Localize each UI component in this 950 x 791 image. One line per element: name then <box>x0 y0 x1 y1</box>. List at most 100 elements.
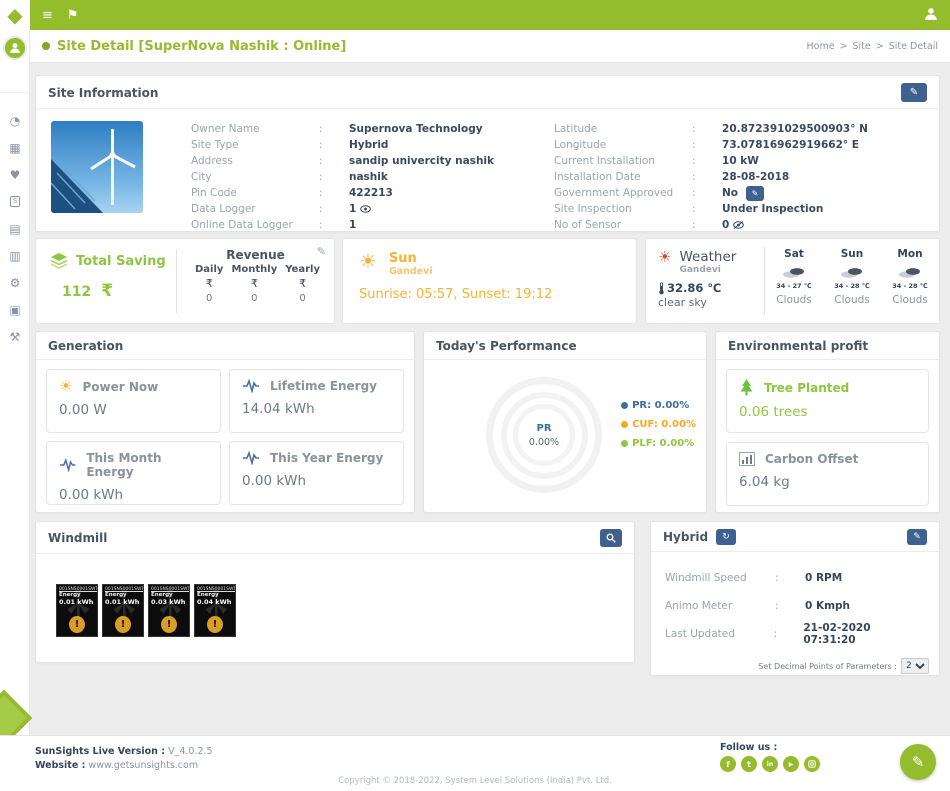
brush-icon: ✎ <box>911 753 925 771</box>
info-row: Owner Name: Supernova Technology <box>191 123 483 135</box>
edit-site-button[interactable]: ✎ <box>901 83 927 102</box>
lifetime-energy-value: 14.04 kWh <box>242 401 315 417</box>
warning-icon: ! <box>69 616 85 633</box>
hybrid-panel: Hybrid ↻ ✎ Windmill Speed:0 RPM Animo Me… <box>650 521 940 676</box>
carbon-offset-value: 6.04 kg <box>739 474 790 490</box>
page-header: Site Detail [SuperNova Nashik : Online] … <box>30 30 950 63</box>
sunrise-sunset-times: Sunrise: 05:57, Sunset: 19:12 <box>359 287 553 302</box>
search-icon <box>606 533 616 543</box>
sun-card: ☀ Sun Gandevi Sunrise: 05:57, Sunset: 19… <box>342 238 637 324</box>
eye-icon[interactable] <box>360 205 372 213</box>
sidebar-item-badge[interactable]: ▣ <box>0 296 30 323</box>
info-row: No of Sensor: 0 <box>554 217 868 233</box>
archive-icon: ▤ <box>9 221 21 236</box>
rupee-icon: ₹ <box>299 277 307 290</box>
sidebar-item-tools[interactable]: ⚒ <box>0 323 30 350</box>
forecast: Sat 34 - 27 ℃ Clouds Sun 34 - 28 ℃ Cloud… <box>765 239 939 323</box>
tools-icon: ⚒ <box>9 329 21 344</box>
windmill-card[interactable]: 001SNS0001SWT01B Energy 0.01 kWh ! <box>102 584 144 637</box>
page-title: Site Detail [SuperNova Nashik : Online] <box>42 39 346 54</box>
windmill-id[interactable]: 001SNS0001SWT01D <box>197 587 236 592</box>
main-content: Site Information ✎ <box>30 63 950 735</box>
energy-value: 0.01 kWh <box>59 598 94 606</box>
info-row: Latitude:20.872391029500903° N <box>554 123 868 135</box>
breadcrumb-home[interactable]: Home <box>806 41 835 52</box>
copyright-text: Copyright © 2018-2022, System Level Solu… <box>338 776 612 786</box>
hybrid-title: Hybrid <box>663 530 709 544</box>
revenue-section: ✎ Revenue Daily ₹ 0 Monthly ₹ 0 Yearly <box>177 239 334 323</box>
thermometer-icon <box>659 281 664 294</box>
user-menu-icon[interactable] <box>924 7 938 21</box>
youtube-icon[interactable]: ▶ <box>783 756 799 772</box>
footer: SunSights Live Version : V_4.0.2.5 Websi… <box>0 735 950 791</box>
website-label: Website : <box>35 760 86 771</box>
sidebar-item-display[interactable]: S <box>0 188 30 215</box>
divider <box>764 247 765 315</box>
windmill-card[interactable]: 001SNS0001SWT01C Energy 0.03 kWh ! <box>148 584 190 637</box>
energy-value: 0.04 kWh <box>197 598 232 606</box>
brand-logo[interactable]: ◆ <box>0 0 30 30</box>
hamburger-menu-icon[interactable]: ≡ <box>42 7 53 23</box>
sun-title: Sun <box>388 251 417 266</box>
theme-customizer-button[interactable]: ✎ <box>900 744 936 780</box>
decimal-points-label: Set Decimal Points of Parameters : <box>758 661 897 671</box>
facebook-icon[interactable]: f <box>720 756 736 772</box>
windmill-card[interactable]: 001SNS0001SWT01D Energy 0.04 kWh ! <box>194 584 236 637</box>
dashboard-icon: ◔ <box>9 113 21 128</box>
revenue-daily: Daily ₹ 0 <box>195 264 224 304</box>
version-label: SunSights Live Version : <box>35 746 166 757</box>
gauge-label: PR <box>536 422 552 434</box>
sidebar-item-archive[interactable]: ▤ <box>0 215 30 242</box>
energy-label: Energy <box>151 592 173 598</box>
legend-pr: PR: 0.00% <box>621 400 696 411</box>
windmill-id[interactable]: 001SNS0001SWT01C <box>151 587 190 592</box>
cloud-icon <box>899 268 920 278</box>
flag-notification-icon[interactable]: ⚑ <box>66 7 79 23</box>
forecast-day: Mon 34 - 28 ℃ Clouds <box>892 248 928 306</box>
site-information-panel: Site Information ✎ <box>35 75 940 232</box>
sidebar-item-analytics[interactable]: ▥ <box>0 242 30 269</box>
total-saving-label: Total Saving <box>76 253 166 269</box>
site-information-title: Site Information <box>48 85 159 100</box>
analytics-icon: ▥ <box>9 248 21 263</box>
energy-label: Energy <box>105 592 127 598</box>
cloud-icon <box>841 268 862 278</box>
avatar[interactable] <box>3 36 27 60</box>
linkedin-icon[interactable]: in <box>762 756 778 772</box>
breadcrumb-site-detail[interactable]: Site Detail <box>888 41 938 52</box>
top-navbar: ◆ ≡ ⚑ <box>0 0 950 30</box>
warning-icon: ! <box>115 616 131 633</box>
warning-icon: ! <box>161 616 177 633</box>
energy-label: Energy <box>197 592 219 598</box>
sidebar-item-table[interactable]: ▦ <box>0 134 30 161</box>
table-icon: ▦ <box>9 140 21 155</box>
month-energy-card: This Month Energy 0.00 kWh <box>46 441 221 505</box>
sidebar-item-dashboard[interactable]: ◔ <box>0 107 30 134</box>
windmill-search-button[interactable] <box>600 529 622 547</box>
sun-icon: ☀ <box>59 377 73 395</box>
eye-slash-icon[interactable] <box>733 221 745 229</box>
sidebar-item-settings[interactable]: ⚙ <box>0 269 30 296</box>
edit-hybrid-button[interactable]: ✎ <box>907 529 927 545</box>
weather-sun-icon: ☀ <box>658 248 672 266</box>
site-photo[interactable] <box>51 121 143 213</box>
revenue-monthly: Monthly ₹ 0 <box>231 264 278 304</box>
follow-us-label: Follow us : <box>720 742 778 753</box>
info-row: Address: sandip univercity nashik <box>191 155 495 167</box>
edit-icon: ✎ <box>909 87 919 98</box>
decimal-points-select[interactable]: 2 <box>901 658 929 674</box>
refresh-button[interactable]: ↻ <box>716 529 737 545</box>
twitter-icon[interactable]: t <box>741 756 757 772</box>
breadcrumb-site[interactable]: Site <box>852 41 871 52</box>
instagram-icon[interactable] <box>804 756 820 772</box>
windmill-card[interactable]: 001SNS0001SWT01A Energy 0.01 kWh ! <box>56 584 98 637</box>
sidebar-item-favorites[interactable]: ♥ <box>0 161 30 188</box>
info-row: Data Logger: 1 <box>191 201 494 217</box>
rupee-icon: ₹ <box>250 277 258 290</box>
edit-revenue-icon[interactable]: ✎ <box>316 245 326 258</box>
edit-government-approved-button[interactable]: ✎ <box>746 185 765 201</box>
windmill-id[interactable]: 001SNS0001SWT01A <box>59 587 98 592</box>
windmill-id[interactable]: 001SNS0001SWT01B <box>105 587 144 592</box>
breadcrumb-separator: > <box>839 41 848 52</box>
